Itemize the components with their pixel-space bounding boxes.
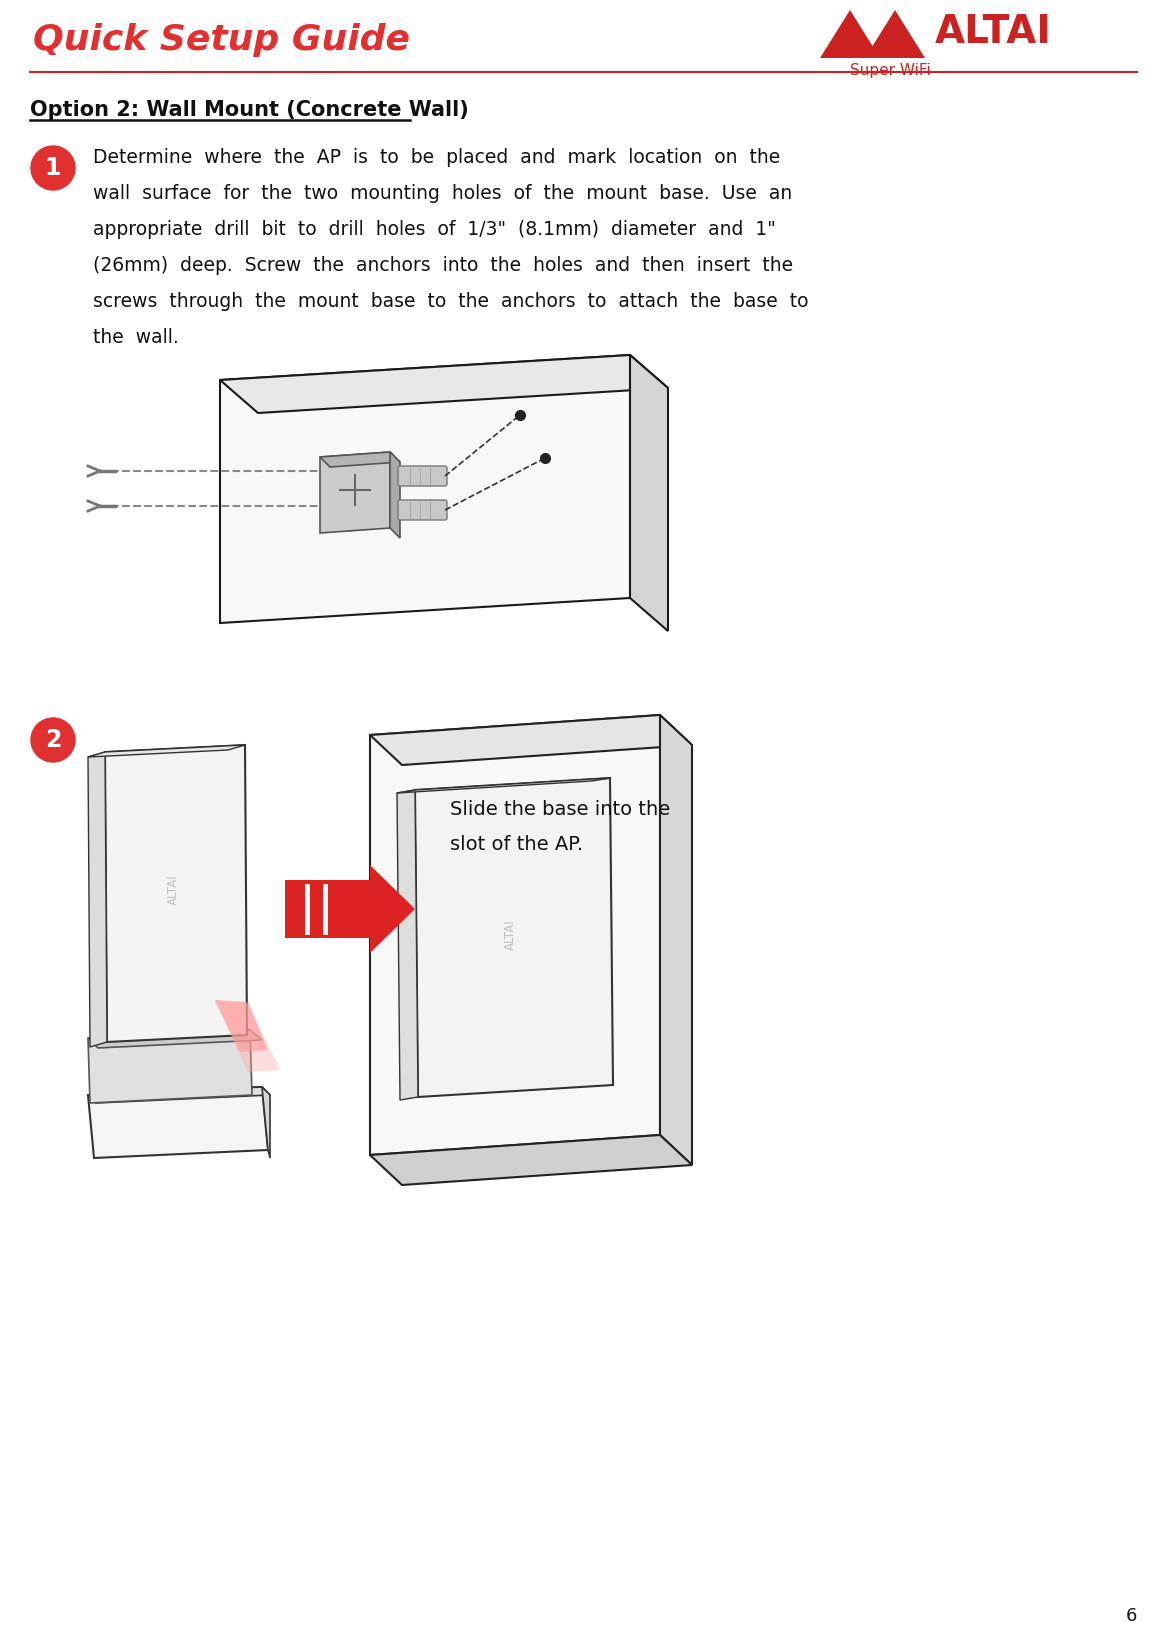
Text: the  wall.: the wall.	[93, 328, 179, 346]
Polygon shape	[88, 1031, 263, 1049]
Text: (26mm)  deep.  Screw  the  anchors  into  the  holes  and  then  insert  the: (26mm) deep. Screw the anchors into the …	[93, 256, 794, 276]
Polygon shape	[390, 451, 400, 538]
Polygon shape	[661, 715, 692, 1165]
Text: Quick Setup Guide: Quick Setup Guide	[33, 23, 410, 57]
Polygon shape	[215, 1003, 280, 1072]
Polygon shape	[397, 789, 418, 1099]
Text: Option 2: Wall Mount (Concrete Wall): Option 2: Wall Mount (Concrete Wall)	[30, 100, 469, 120]
Polygon shape	[320, 451, 390, 533]
Text: 2: 2	[44, 729, 61, 752]
Polygon shape	[370, 715, 692, 765]
Polygon shape	[88, 1031, 252, 1103]
Text: screws  through  the  mount  base  to  the  anchors  to  attach  the  base  to: screws through the mount base to the anc…	[93, 292, 809, 312]
Text: wall  surface  for  the  two  mounting  holes  of  the  mount  base.  Use  an: wall surface for the two mounting holes …	[93, 184, 792, 203]
Text: ALTAI: ALTAI	[167, 875, 180, 906]
Polygon shape	[820, 10, 880, 57]
FancyBboxPatch shape	[285, 880, 370, 939]
Text: ALTAI: ALTAI	[935, 13, 1051, 51]
Polygon shape	[88, 1086, 270, 1103]
Text: ALTAI: ALTAI	[503, 919, 517, 950]
FancyBboxPatch shape	[398, 501, 447, 520]
Circle shape	[32, 719, 75, 761]
Polygon shape	[865, 10, 925, 57]
Polygon shape	[370, 1136, 692, 1185]
Text: 6: 6	[1126, 1607, 1137, 1625]
Polygon shape	[370, 715, 661, 1155]
Text: 1: 1	[44, 156, 61, 181]
Text: slot of the AP.: slot of the AP.	[450, 835, 584, 853]
Polygon shape	[215, 999, 268, 1052]
Polygon shape	[88, 1086, 268, 1159]
FancyBboxPatch shape	[398, 466, 447, 486]
Polygon shape	[370, 865, 415, 953]
Text: appropriate  drill  bit  to  drill  holes  of  1/3"  (8.1mm)  diameter  and  1": appropriate drill bit to drill holes of …	[93, 220, 776, 240]
Polygon shape	[221, 354, 630, 624]
Polygon shape	[221, 354, 668, 414]
Polygon shape	[630, 354, 668, 632]
Circle shape	[32, 146, 75, 190]
Text: Super WiFi: Super WiFi	[850, 62, 930, 79]
Text: Determine  where  the  AP  is  to  be  placed  and  mark  location  on  the: Determine where the AP is to be placed a…	[93, 148, 781, 167]
Polygon shape	[263, 1086, 270, 1159]
Polygon shape	[88, 752, 107, 1047]
Polygon shape	[415, 778, 613, 1096]
Text: Slide the base into the: Slide the base into the	[450, 801, 670, 819]
Polygon shape	[320, 451, 400, 468]
Polygon shape	[88, 745, 245, 757]
Polygon shape	[105, 745, 247, 1042]
Polygon shape	[397, 778, 610, 793]
